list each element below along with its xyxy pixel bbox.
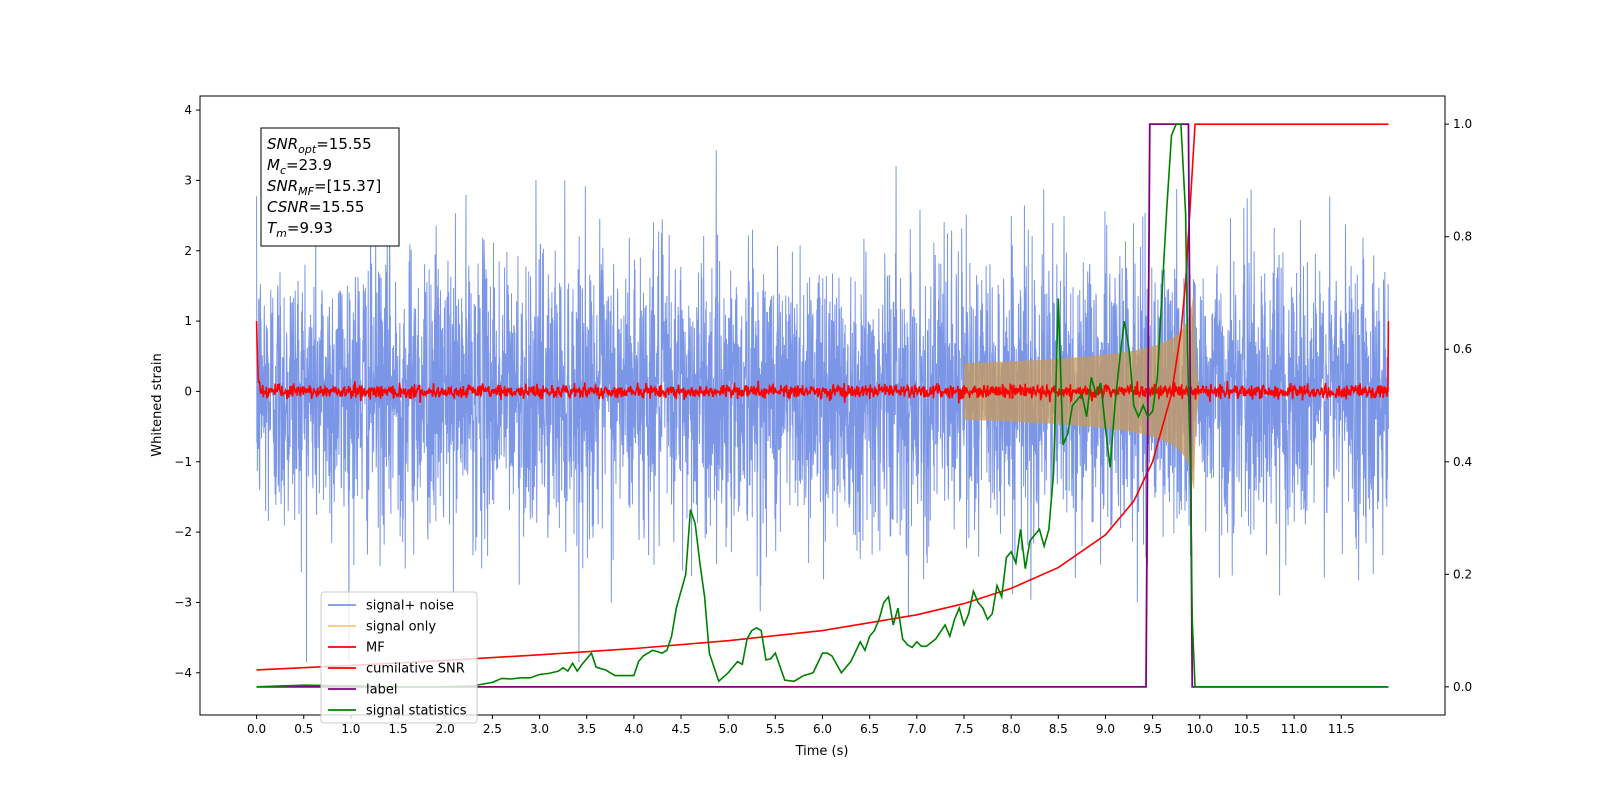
x-tick-label: 11.0 bbox=[1281, 722, 1308, 736]
x-tick-label: 3.5 bbox=[577, 722, 596, 736]
y2-tick-label: 0.2 bbox=[1453, 567, 1472, 581]
x-tick-label: 4.0 bbox=[624, 722, 643, 736]
x-tick-label: 8.5 bbox=[1049, 722, 1068, 736]
legend-entry: signal statistics bbox=[366, 704, 467, 719]
y2-tick-label: 0.0 bbox=[1453, 680, 1472, 694]
legend-entry: cumilative SNR bbox=[366, 662, 465, 677]
annotation-box: SNRopt=15.55Mc=23.9SNRMF=[15.37]CSNR=15.… bbox=[260, 127, 400, 247]
x-tick-label: 11.5 bbox=[1328, 722, 1355, 736]
x-tick-label: 5.0 bbox=[719, 722, 738, 736]
x-tick-label: 6.5 bbox=[860, 722, 879, 736]
y-tick-label: 4 bbox=[184, 103, 192, 117]
annotation-line: CSNR=15.55 bbox=[267, 198, 364, 216]
x-tick-label: 6.0 bbox=[813, 722, 832, 736]
y-tick-label: −1 bbox=[174, 455, 192, 469]
y2-tick-label: 0.6 bbox=[1453, 342, 1472, 356]
y-tick-label: 3 bbox=[184, 173, 192, 187]
x-axis: 0.0 0.5 1.0 1.5 2.0 2.5 3.0 3.5 4.0 4.5 5.0 5.5 6.0 6… bbox=[247, 715, 1355, 736]
annotation-frame bbox=[260, 127, 400, 247]
legend-entry: MF bbox=[366, 641, 385, 656]
x-tick-label: 10.5 bbox=[1234, 722, 1261, 736]
y-axis-left: 4 3 2 1 0 −1 −2 −3 −4 bbox=[174, 103, 200, 680]
x-tick-label: 5.5 bbox=[766, 722, 785, 736]
x-tick-label: 10.0 bbox=[1186, 722, 1213, 736]
x-tick-label: 9.5 bbox=[1143, 722, 1162, 736]
y-axis-label: Whitened strain bbox=[150, 353, 165, 456]
legend-entry: label bbox=[366, 683, 397, 698]
x-axis-label: Time (s) bbox=[795, 744, 849, 759]
x-tick-label: 3.0 bbox=[530, 722, 549, 736]
x-tick-label: 2.0 bbox=[436, 722, 455, 736]
legend-entry: signal+ noise bbox=[366, 599, 454, 614]
x-tick-label: 7.5 bbox=[954, 722, 973, 736]
y-tick-label: 0 bbox=[184, 384, 192, 398]
x-tick-label: 1.0 bbox=[341, 722, 360, 736]
annotation-line: Tm=9.93 bbox=[267, 219, 333, 240]
annotation-line: Mc=23.9 bbox=[267, 156, 332, 177]
plot-series bbox=[255, 123, 1390, 688]
series-mf-line bbox=[255, 321, 1390, 404]
y-tick-label: 1 bbox=[184, 314, 192, 328]
legend: signal+ noise signal only MF cumilative SNR… bbox=[320, 591, 478, 724]
y-tick-label: −3 bbox=[174, 595, 192, 609]
y2-tick-label: 0.8 bbox=[1453, 230, 1472, 244]
legend-frame bbox=[320, 591, 478, 724]
x-tick-label: 8.0 bbox=[1002, 722, 1021, 736]
legend-entry: signal only bbox=[366, 620, 436, 635]
x-tick-label: 0.5 bbox=[294, 722, 313, 736]
x-tick-label: 4.5 bbox=[671, 722, 690, 736]
y2-tick-label: 1.0 bbox=[1453, 117, 1472, 131]
y-tick-label: −4 bbox=[174, 666, 192, 680]
y-axis-right: 1.0 0.8 0.6 0.4 0.2 0.0 bbox=[1445, 117, 1472, 694]
y-tick-label: −2 bbox=[174, 525, 192, 539]
series-signal-statistics-line bbox=[256, 123, 1389, 688]
x-tick-label: 7.0 bbox=[907, 722, 926, 736]
y2-tick-label: 0.4 bbox=[1453, 455, 1472, 469]
y-tick-label: 2 bbox=[184, 244, 192, 258]
annotation-line: SNRopt=15.55 bbox=[267, 135, 372, 156]
x-tick-label: 2.5 bbox=[483, 722, 502, 736]
x-tick-label: 1.5 bbox=[389, 722, 408, 736]
annotation-line: SNRMF=[15.37] bbox=[267, 177, 381, 198]
x-tick-label: 0.0 bbox=[247, 722, 266, 736]
x-tick-label: 9.0 bbox=[1096, 722, 1115, 736]
